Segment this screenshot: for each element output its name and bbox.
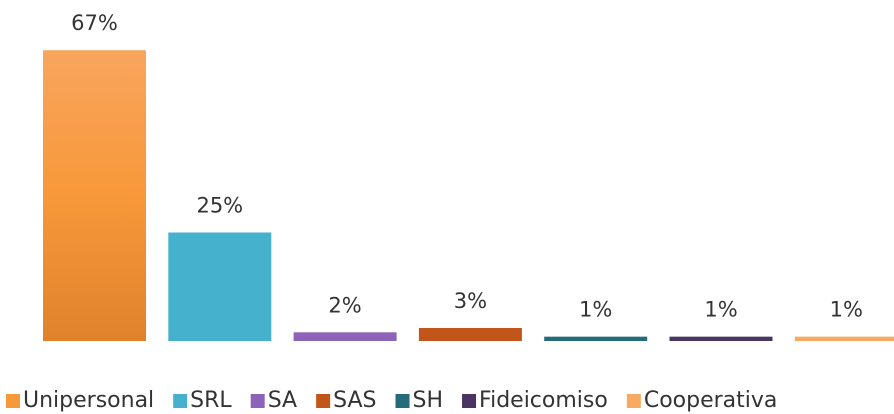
legend-swatch bbox=[626, 394, 641, 408]
legend-swatch bbox=[6, 394, 20, 408]
legend-swatch bbox=[462, 394, 477, 408]
legend-label: Fideicomiso bbox=[479, 388, 608, 413]
legend-swatch bbox=[250, 394, 265, 408]
bar bbox=[43, 50, 146, 341]
bar bbox=[293, 332, 397, 341]
bar bbox=[168, 232, 272, 341]
legend-label: Unipersonal bbox=[23, 388, 154, 413]
legend-label: SA bbox=[268, 388, 297, 413]
legend-swatch bbox=[173, 394, 188, 408]
data-label: 3% bbox=[454, 289, 487, 313]
data-label: 1% bbox=[579, 298, 612, 322]
bar bbox=[418, 327, 522, 341]
legend-label: SH bbox=[413, 388, 444, 413]
data-label: 1% bbox=[830, 298, 863, 322]
data-label: 1% bbox=[704, 298, 737, 322]
data-label: 25% bbox=[196, 194, 243, 218]
legend-label: SAS bbox=[333, 388, 376, 413]
data-label: 2% bbox=[328, 293, 361, 317]
legend-swatch bbox=[316, 394, 331, 408]
legend-label: SRL bbox=[190, 388, 232, 413]
bar bbox=[544, 336, 648, 341]
bar bbox=[794, 336, 894, 341]
legend-label: Cooperativa bbox=[644, 388, 778, 413]
bar bbox=[669, 336, 773, 341]
legend-swatch bbox=[395, 394, 410, 408]
data-label: 67% bbox=[71, 11, 118, 35]
